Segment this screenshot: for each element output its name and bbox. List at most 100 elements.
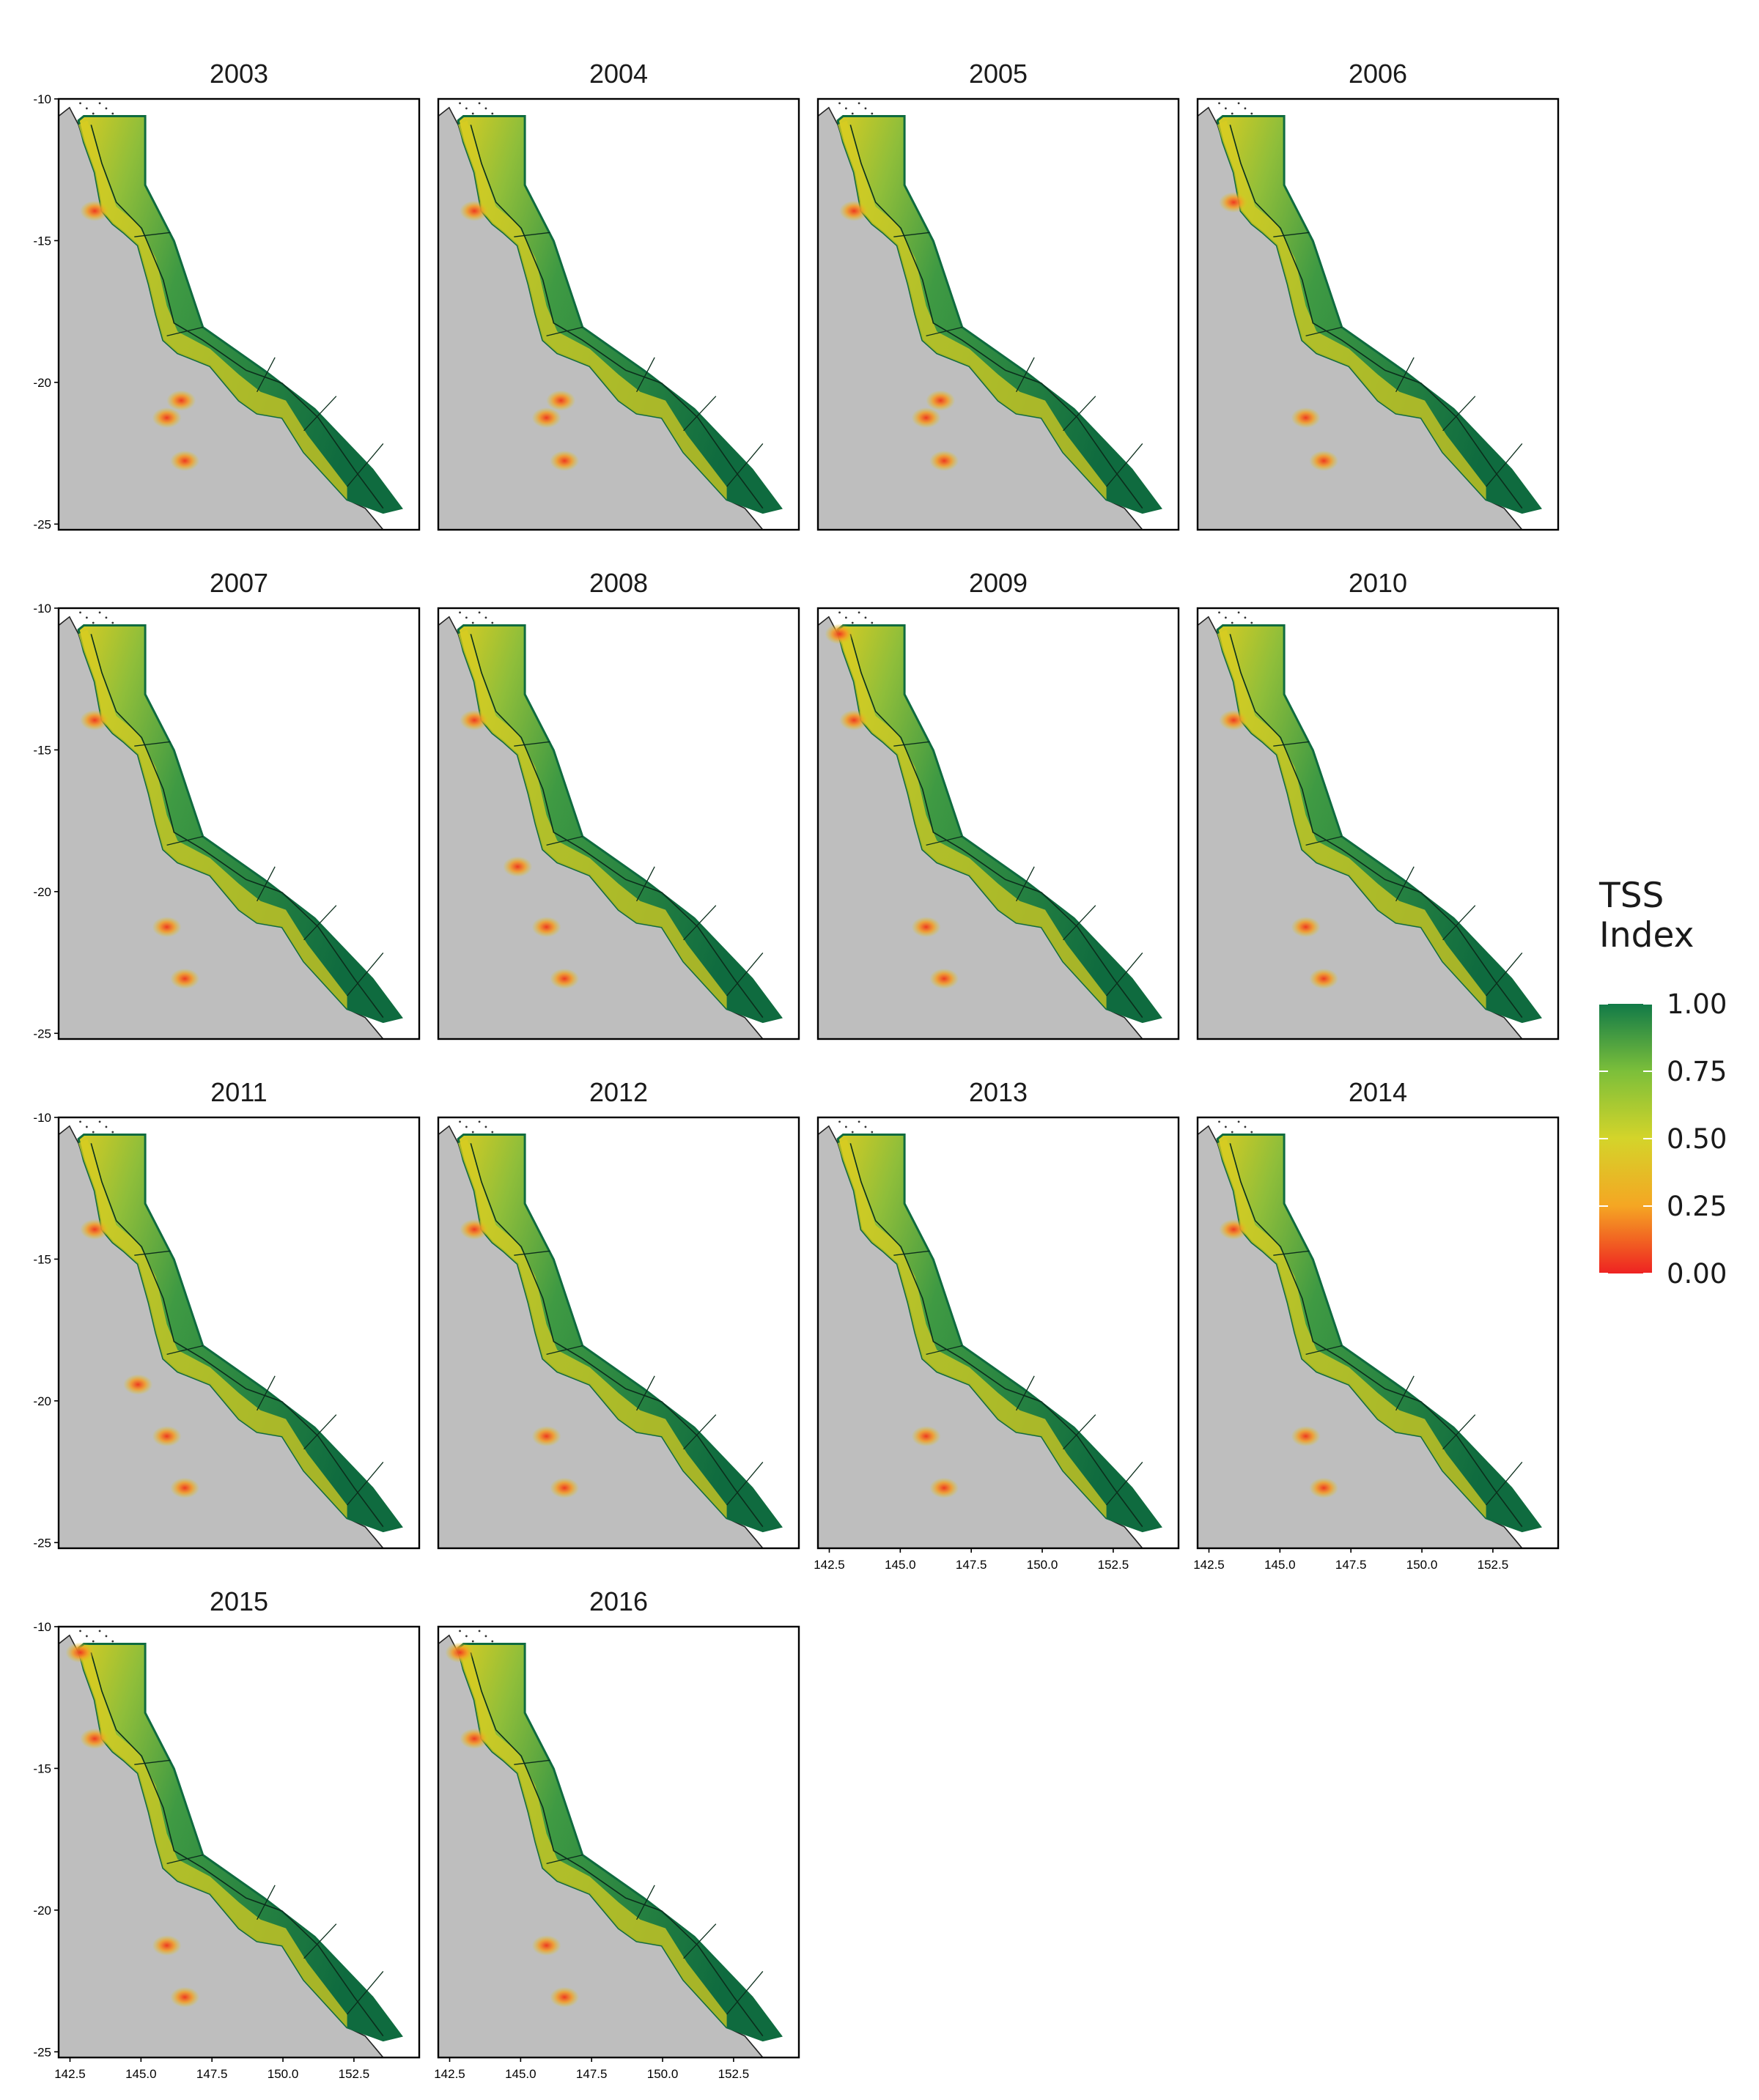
island-speck — [92, 112, 95, 115]
low-tss-hotspot — [550, 1477, 580, 1498]
panel-frame — [1196, 607, 1560, 1040]
panel-frame — [1196, 1116, 1560, 1550]
map-panel-2003: 2003 -10 -15 -20 -25 — [33, 59, 421, 531]
island-speck — [79, 1120, 81, 1123]
low-tss-hotspot — [911, 1426, 941, 1447]
management-area-divider — [726, 443, 764, 487]
island-speck — [1250, 1131, 1253, 1134]
management-area-divider — [303, 396, 337, 432]
island-speck — [111, 1131, 114, 1134]
management-area-divider — [1395, 357, 1415, 393]
island-speck — [478, 1630, 481, 1633]
nearshore-zone — [78, 629, 347, 1009]
map-panel-2011: 2011 -10 -15 -20 -25 — [33, 1077, 421, 1550]
low-tss-hotspot — [445, 1642, 475, 1663]
island-speck — [851, 112, 854, 115]
map-area — [438, 99, 799, 530]
x-tick-label: 145.0 — [505, 2067, 536, 2081]
panel-frame — [816, 607, 1180, 1040]
map-area — [59, 99, 419, 530]
island-speck — [1250, 621, 1253, 624]
x-tick-label: 142.5 — [434, 2067, 465, 2081]
island-speck — [851, 621, 854, 624]
y-tick-label: -20 — [33, 1904, 51, 1918]
island-speck — [1244, 107, 1247, 110]
management-area-divider — [926, 1345, 962, 1356]
x-tick-label: 152.5 — [1098, 1558, 1129, 1572]
legend-label: 0.00 — [1667, 1258, 1727, 1290]
island-speck — [471, 1131, 474, 1134]
island-speck — [1237, 102, 1240, 105]
management-area-divider — [166, 1854, 203, 1865]
panel-title: 2007 — [210, 568, 268, 598]
y-tick-label: -25 — [33, 1536, 51, 1550]
management-area-divider — [893, 741, 930, 747]
island-speck — [471, 1640, 474, 1643]
island-speck — [79, 1630, 81, 1633]
panel-title: 2004 — [589, 59, 648, 89]
nearshore-zone — [458, 629, 727, 1009]
low-tss-hotspot — [531, 1426, 561, 1447]
island-speck — [105, 1635, 108, 1638]
panel-title: 2006 — [1349, 59, 1407, 89]
low-tss-hotspot — [80, 1219, 110, 1240]
low-tss-hotspot — [531, 917, 561, 938]
y-tick-label: -20 — [33, 1394, 51, 1408]
island-speck — [85, 1635, 88, 1638]
low-tss-hotspot — [550, 968, 580, 989]
island-speck — [844, 107, 847, 110]
island-speck — [111, 112, 114, 115]
island-speck — [471, 621, 474, 624]
low-tss-hotspot — [460, 709, 490, 731]
map-area — [438, 1627, 799, 2058]
nearshore-zone — [458, 1139, 727, 1518]
management-area-divider — [926, 835, 962, 846]
panel-frame — [437, 1625, 800, 2059]
y-tick-label: -10 — [33, 1111, 51, 1125]
panel-frame — [57, 1116, 421, 1550]
low-tss-hotspot — [170, 1477, 200, 1498]
low-tss-hotspot — [1309, 968, 1339, 989]
island-speck — [1237, 1120, 1240, 1123]
management-area-divider — [893, 1250, 930, 1256]
island-speck — [105, 1125, 108, 1128]
low-tss-hotspot — [152, 917, 182, 938]
management-area-divider — [1016, 866, 1035, 902]
zone-boundary-line — [470, 1652, 764, 2037]
map-panel-2010: 2010 — [1196, 568, 1560, 1040]
map-area — [1198, 99, 1558, 530]
low-tss-hotspot — [1291, 917, 1321, 938]
low-tss-hotspot — [546, 390, 576, 411]
management-area-divider — [683, 1414, 717, 1450]
nearshore-zone — [78, 1648, 347, 2027]
island-speck — [478, 102, 481, 105]
management-area-divider — [1486, 1461, 1523, 1506]
management-area-divider — [514, 1250, 550, 1256]
island-speck — [459, 611, 461, 614]
panel-title: 2014 — [1349, 1077, 1407, 1107]
zone-boundary-line — [90, 634, 384, 1018]
management-area-divider — [257, 866, 276, 902]
island-speck — [478, 1120, 481, 1123]
island-speck — [85, 1125, 88, 1128]
nearshore-zone — [838, 120, 1107, 500]
panel-title: 2012 — [589, 1077, 648, 1107]
management-area-divider — [726, 952, 764, 997]
management-area-divider — [546, 1345, 583, 1356]
legend-label: 1.00 — [1667, 988, 1727, 1020]
legend-label: 0.75 — [1667, 1056, 1727, 1087]
x-tick-label: 152.5 — [1478, 1558, 1509, 1572]
low-tss-hotspot — [152, 1935, 182, 1956]
map-area — [59, 1627, 419, 2058]
management-area-divider — [1442, 1414, 1476, 1450]
panel-title: 2003 — [210, 59, 268, 89]
low-tss-hotspot — [929, 450, 959, 471]
map-area — [818, 1117, 1179, 1548]
management-area-divider — [257, 1885, 276, 1920]
island-speck — [864, 1125, 867, 1128]
low-tss-hotspot — [1309, 450, 1339, 471]
management-area-divider — [303, 1923, 337, 1959]
zone-boundary-line — [90, 125, 384, 509]
management-area-divider — [1106, 1461, 1143, 1506]
